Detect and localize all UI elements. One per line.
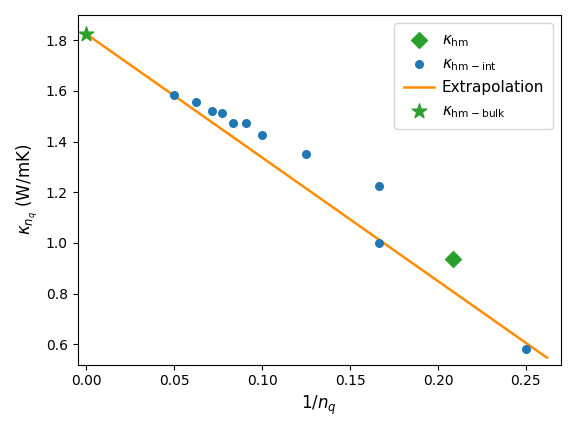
Point	[228, 119, 237, 126]
Point	[375, 182, 384, 189]
Point	[169, 92, 179, 98]
Point	[257, 132, 267, 139]
Point	[82, 31, 91, 38]
Point	[301, 151, 310, 158]
Point	[448, 256, 457, 263]
Point	[241, 120, 251, 127]
Legend: $\kappa_\mathrm{hm}$, $\kappa_\mathrm{hm-int}$, Extrapolation, $\kappa_\mathrm{h: $\kappa_\mathrm{hm}$, $\kappa_\mathrm{hm…	[395, 22, 554, 129]
Y-axis label: $\kappa_{n_q}$ (W/mK): $\kappa_{n_q}$ (W/mK)	[15, 144, 40, 235]
Point	[375, 239, 384, 246]
Point	[521, 346, 530, 353]
Point	[192, 99, 201, 106]
X-axis label: $1/n_q$: $1/n_q$	[301, 394, 337, 417]
Point	[217, 109, 226, 116]
Point	[207, 108, 217, 115]
